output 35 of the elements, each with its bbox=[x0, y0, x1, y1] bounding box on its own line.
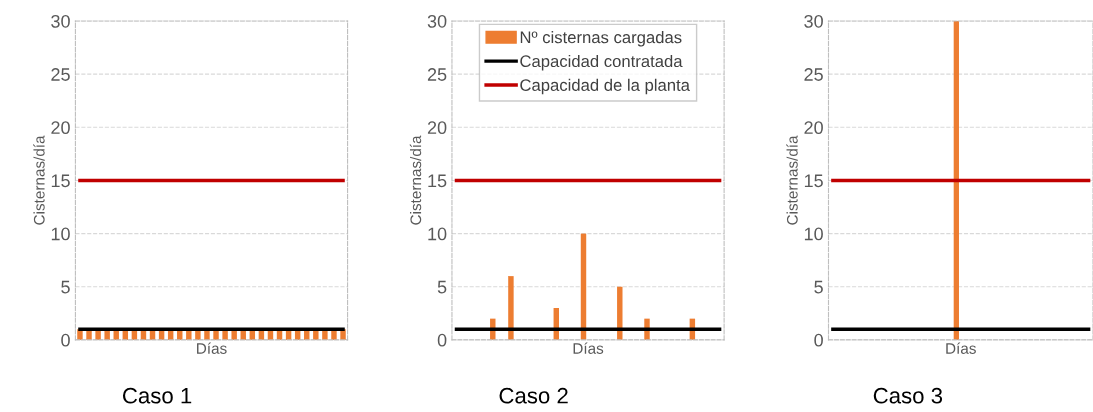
y-axis-title: Cisternas/día bbox=[33, 135, 45, 225]
text: Caso 1 bbox=[122, 387, 192, 404]
y-tick-label: 15 bbox=[51, 174, 70, 188]
y-tick-label: 0 bbox=[61, 333, 70, 347]
y-tick-label: 5 bbox=[814, 280, 823, 294]
y-tick-label: 10 bbox=[51, 227, 70, 241]
bar bbox=[617, 286, 623, 340]
y-axis-title: Cisternas/día bbox=[409, 135, 422, 225]
y-tick-label: 25 bbox=[804, 68, 823, 81]
y-tick-label: 25 bbox=[51, 68, 70, 81]
y-tick-label: 30 bbox=[804, 14, 823, 28]
bar bbox=[508, 276, 514, 340]
text: Caso 2 bbox=[499, 387, 568, 404]
y-tick-label: 10 bbox=[804, 227, 823, 241]
x-axis-title: Días bbox=[573, 342, 604, 354]
x-axis-title: Días bbox=[197, 342, 227, 354]
y-tick-label: 25 bbox=[427, 68, 447, 81]
y-tick-label: 0 bbox=[814, 333, 823, 347]
legend-label: Capacidad contratada bbox=[520, 54, 683, 71]
y-tick-label: 20 bbox=[427, 121, 447, 135]
y-tick-label: 20 bbox=[51, 121, 70, 135]
x-axis-title: Días bbox=[946, 342, 976, 354]
y-tick-label: 30 bbox=[51, 14, 70, 28]
y-tick-label: 5 bbox=[61, 280, 70, 294]
y-tick-label: 5 bbox=[437, 280, 447, 294]
y-tick-label: 30 bbox=[427, 14, 447, 28]
legend-label: Nº cisternas cargadas bbox=[520, 31, 682, 47]
y-tick-label: 15 bbox=[804, 174, 823, 188]
y-tick-label: 0 bbox=[437, 333, 447, 347]
y-tick-label: 20 bbox=[804, 121, 823, 135]
text: Caso 3 bbox=[873, 387, 943, 404]
y-tick-label: 10 bbox=[428, 227, 447, 241]
y-tick-label: 15 bbox=[428, 174, 447, 188]
legend-label: Capacidad de la planta bbox=[520, 78, 690, 95]
y-axis-title: Cisternas/día bbox=[786, 135, 798, 225]
